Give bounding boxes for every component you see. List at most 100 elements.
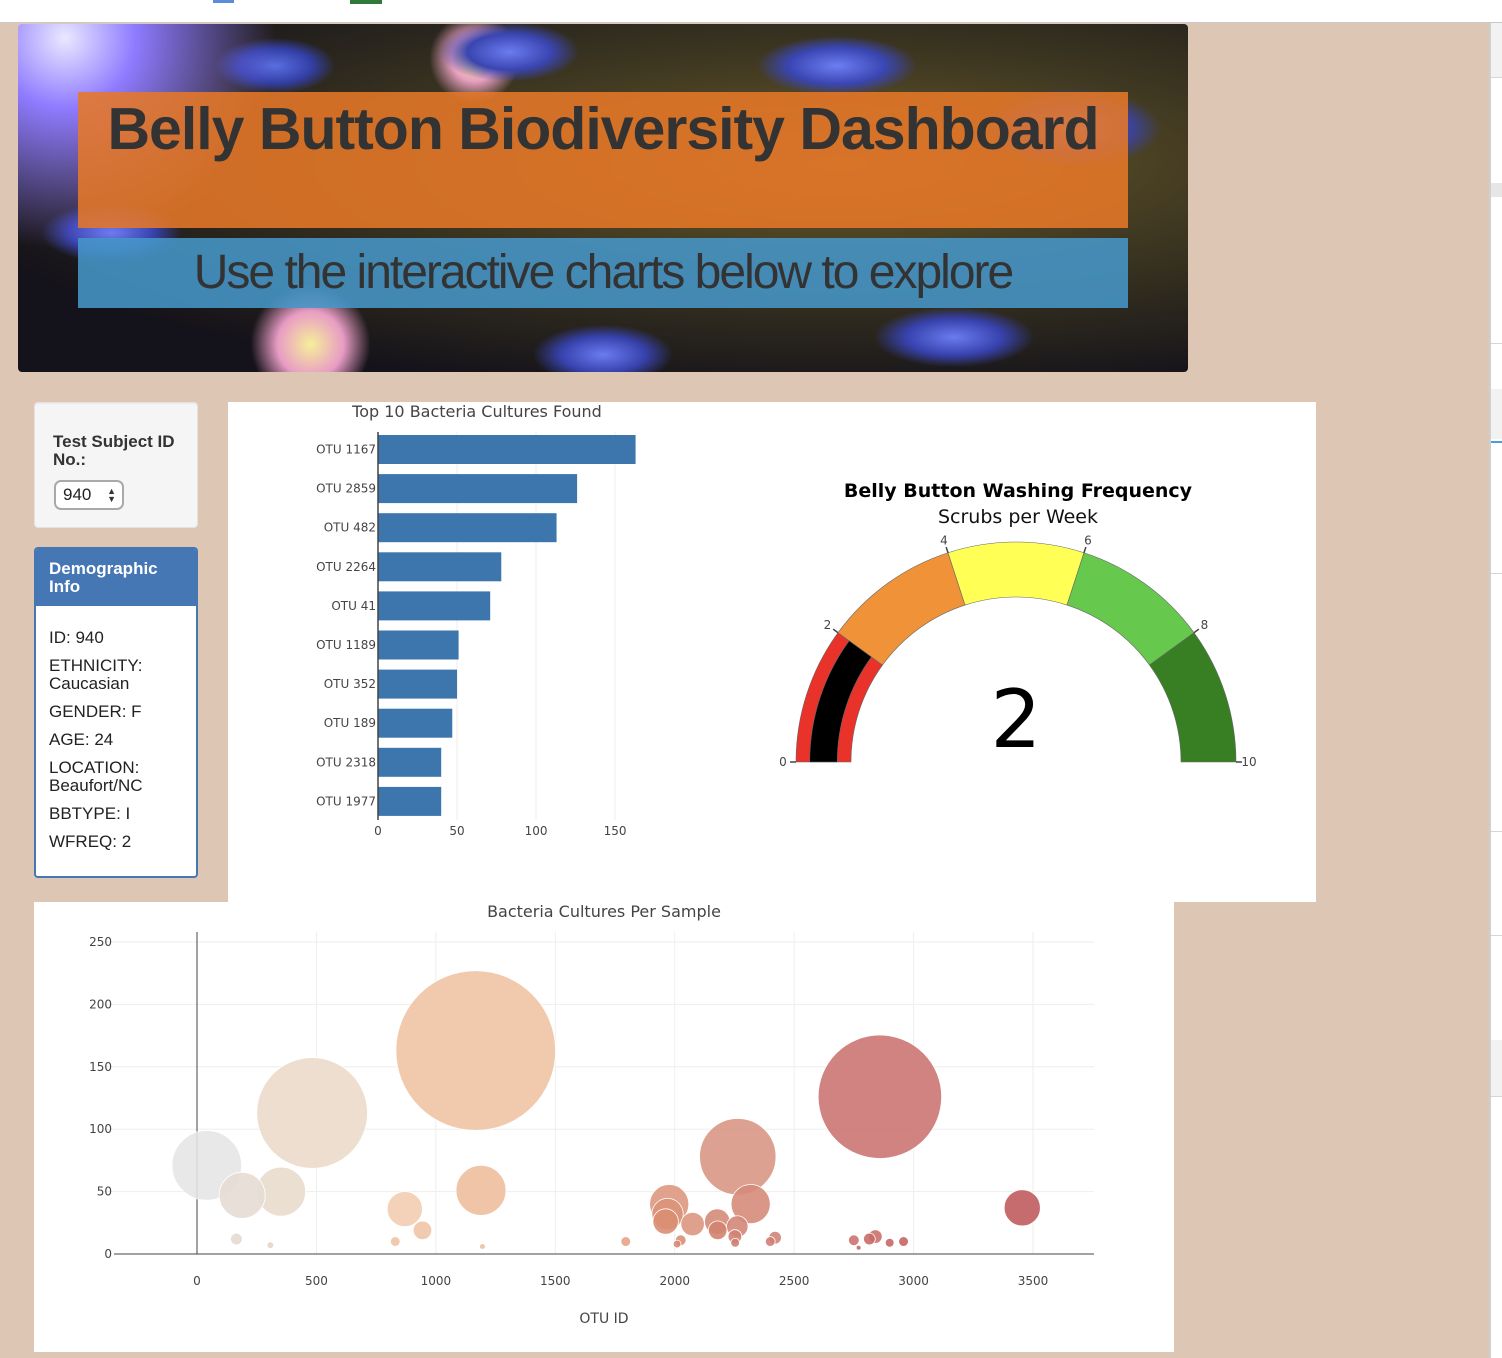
gauge-tick-label: 0	[779, 755, 787, 769]
bubble-chart-title: Bacteria Cultures Per Sample	[487, 902, 721, 921]
bubble[interactable]	[652, 1208, 679, 1235]
gauge-tick-label: 2	[824, 618, 832, 632]
bar-y-label: OTU 2859	[316, 482, 376, 496]
subtitle-overlay	[78, 238, 1128, 308]
bubble[interactable]	[863, 1232, 876, 1246]
bar-x-tick: 50	[449, 824, 464, 838]
bubble-y-tick: 250	[89, 935, 112, 949]
bubble-x-tick: 1000	[421, 1274, 452, 1288]
bar[interactable]	[378, 435, 636, 464]
bubble[interactable]	[479, 1243, 486, 1250]
gauge-tick-label: 6	[1084, 533, 1092, 547]
demographic-info-panel: Demographic Info ID: 940 ETHNICITY: Cauca…	[34, 547, 198, 878]
bubble-y-tick: 200	[89, 997, 112, 1011]
demographic-row: ID: 940	[49, 628, 104, 647]
bubble-y-tick: 50	[97, 1185, 112, 1199]
subject-selector-label: Test Subject ID No.:	[53, 432, 175, 469]
gauge-chart[interactable]: Belly Button Washing Frequency Scrubs per…	[748, 462, 1348, 882]
demographic-info-body: ID: 940 ETHNICITY: Caucasian GENDER: F AGE:…	[36, 606, 196, 851]
demographic-row: BBTYPE: I	[49, 804, 131, 823]
bubble[interactable]	[764, 1236, 776, 1247]
bubble[interactable]	[395, 970, 557, 1131]
bubble-y-tick: 150	[89, 1060, 112, 1074]
bubble-x-tick: 0	[193, 1274, 201, 1288]
bubble[interactable]	[848, 1234, 860, 1247]
bubble[interactable]	[730, 1184, 771, 1225]
bar-y-label: OTU 482	[324, 521, 376, 535]
bubble[interactable]	[1003, 1189, 1041, 1227]
bubble-x-tick: 500	[305, 1274, 328, 1288]
bubble-x-tick: 1500	[540, 1274, 571, 1288]
bar[interactable]	[378, 552, 502, 582]
bubble[interactable]	[898, 1236, 909, 1247]
bar-x-tick: 150	[604, 824, 627, 838]
gauge-subtitle: Scrubs per Week	[938, 506, 1098, 528]
bubble[interactable]	[680, 1211, 705, 1237]
gauge-title: Belly Button Washing Frequency	[844, 480, 1193, 502]
bubble-chart[interactable]: Bacteria Cultures Per Sample 0 50 100 150 200…	[34, 902, 1174, 1352]
bar-x-tick: 100	[525, 824, 548, 838]
bubble-chart-container: Bacteria Cultures Per Sample 0 50 100 150 200…	[34, 902, 1174, 1352]
bubble-x-tick: 2000	[659, 1274, 690, 1288]
bubble-y-tick: 0	[104, 1247, 112, 1261]
bar-y-label: OTU 1977	[316, 794, 376, 808]
bubble[interactable]	[386, 1191, 423, 1228]
bar[interactable]	[378, 708, 453, 738]
bubble[interactable]	[412, 1220, 433, 1240]
select-arrows-icon: ▲ ▼	[107, 486, 116, 504]
bubble[interactable]	[672, 1239, 682, 1249]
bar-chart[interactable]: Top 10 Bacteria Cultures Found 0 50 100 150 O…	[228, 402, 668, 902]
charts-row: Top 10 Bacteria Cultures Found 0 50 100 150 O…	[228, 402, 1316, 902]
bar-x-tick: 0	[374, 824, 382, 838]
subject-id-select[interactable]: 940 ▲ ▼	[54, 480, 124, 510]
bubble-x-axis-label: OTU ID	[579, 1311, 628, 1327]
bar-chart-title: Top 10 Bacteria Cultures Found	[351, 402, 602, 421]
bubble[interactable]	[817, 1034, 943, 1159]
gauge-tick-label: 4	[940, 533, 948, 547]
bar-y-label: OTU 2264	[316, 560, 376, 574]
tab-indicator	[213, 0, 234, 3]
bubble[interactable]	[620, 1236, 632, 1247]
bar-y-label: OTU 1189	[316, 638, 376, 652]
gauge-step	[947, 541, 1085, 606]
bar[interactable]	[378, 630, 459, 660]
bubble[interactable]	[855, 1244, 862, 1251]
bubble[interactable]	[218, 1171, 266, 1219]
bubble[interactable]	[707, 1220, 728, 1240]
bubble-x-tick: 3000	[898, 1274, 929, 1288]
demographic-row: LOCATION: Beaufort/NC	[49, 758, 143, 795]
devtools-side-panel	[1489, 23, 1502, 1358]
bubble[interactable]	[884, 1237, 895, 1248]
bar-y-label: OTU 189	[324, 716, 376, 730]
page-subtitle: Use the interactive charts below to expl…	[193, 246, 1014, 299]
bar-y-label: OTU 41	[331, 599, 376, 613]
title-overlay	[78, 92, 1128, 228]
gauge-value: 2	[991, 673, 1042, 766]
page-title: Belly Button Biodiversity Dashboard	[107, 96, 1099, 162]
bubble-y-tick: 100	[89, 1122, 112, 1136]
demographic-row: ETHNICITY: Caucasian	[49, 656, 143, 693]
browser-top-bar	[0, 0, 1502, 23]
bubble[interactable]	[266, 1241, 275, 1250]
bar[interactable]	[378, 591, 491, 621]
demographic-row: AGE: 24	[49, 730, 114, 749]
bubble[interactable]	[389, 1236, 401, 1247]
bar[interactable]	[378, 513, 557, 543]
bubble-x-tick: 2500	[779, 1274, 810, 1288]
bubble[interactable]	[455, 1164, 507, 1216]
header-jumbotron: Belly Button Biodiversity Dashboard Use …	[18, 24, 1188, 372]
bubble[interactable]	[256, 1057, 368, 1169]
demographic-row: GENDER: F	[49, 702, 142, 721]
bubble[interactable]	[230, 1232, 243, 1246]
bubble[interactable]	[730, 1237, 740, 1248]
bar[interactable]	[378, 669, 458, 699]
subject-selector-well: Test Subject ID No.: 940 ▲ ▼	[34, 402, 198, 528]
subject-id-value: 940	[63, 485, 92, 504]
gauge-tick-label: 8	[1201, 618, 1209, 632]
bar[interactable]	[378, 474, 578, 504]
bar[interactable]	[378, 786, 442, 816]
bubble-x-tick: 3500	[1018, 1274, 1049, 1288]
bar[interactable]	[378, 747, 442, 777]
gauge-tick-label: 10	[1241, 755, 1256, 769]
bubble[interactable]	[699, 1118, 777, 1196]
